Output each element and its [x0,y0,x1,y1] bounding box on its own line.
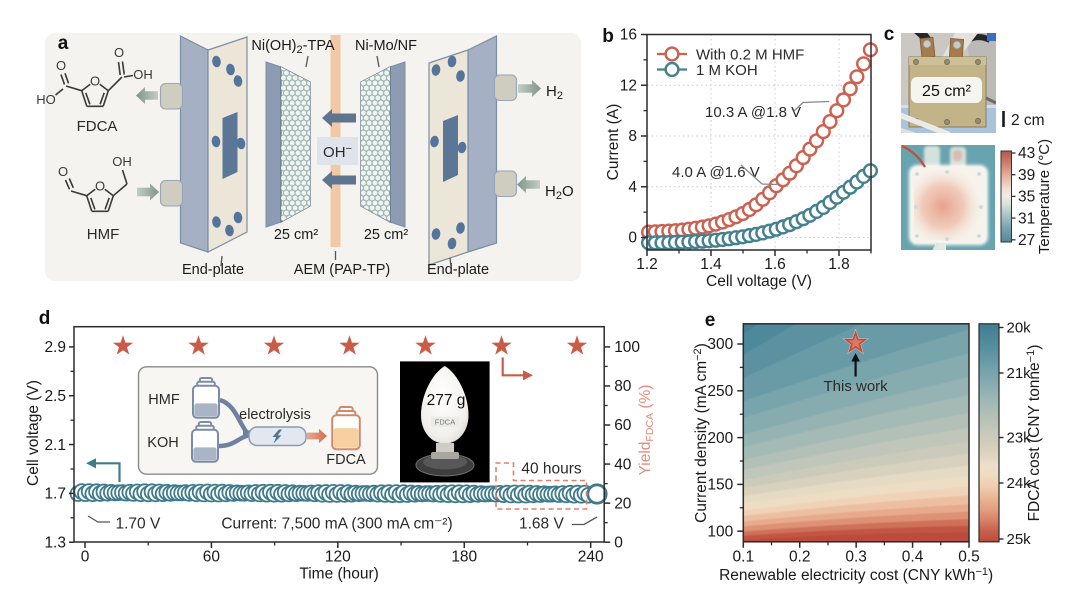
svg-text:1.6: 1.6 [764,256,786,273]
svg-text:O: O [95,179,105,194]
svg-text:24k: 24k [1007,475,1032,492]
svg-text:25 cm²: 25 cm² [274,227,318,243]
svg-text:FDCA cost (CNY tonne−1): FDCA cost (CNY tonne−1) [1025,345,1043,522]
svg-text:OH: OH [133,67,153,82]
svg-text:25k: 25k [1007,531,1032,548]
svg-text:End-plate: End-plate [182,262,244,278]
svg-text:Cell voltage (V): Cell voltage (V) [25,380,42,486]
svg-text:0.2: 0.2 [789,548,811,565]
svg-text:FDCA: FDCA [77,118,118,135]
svg-text:FDCA: FDCA [435,418,455,427]
svg-text:d: d [39,308,51,329]
svg-text:16: 16 [620,27,637,44]
svg-text:OH: OH [112,154,132,169]
svg-text:277 g: 277 g [427,392,466,409]
svg-text:35: 35 [1018,189,1035,206]
svg-text:0.1: 0.1 [733,548,755,565]
svg-text:4: 4 [628,179,637,196]
svg-text:YieldFDCA (%): YieldFDCA (%) [637,385,656,476]
svg-text:Ni(OH)2-TPA: Ni(OH)2-TPA [251,38,335,56]
svg-text:H2O: H2O [545,183,574,202]
svg-text:0: 0 [614,534,623,551]
svg-text:O: O [114,45,124,60]
svg-text:180: 180 [451,549,477,566]
svg-text:O: O [90,74,100,89]
svg-text:20k: 20k [1007,320,1032,337]
svg-text:2.5: 2.5 [44,388,66,405]
svg-text:1.68 V: 1.68 V [519,516,564,533]
svg-text:300: 300 [707,336,733,353]
svg-text:Current (A): Current (A) [605,104,622,181]
svg-text:31: 31 [1018,210,1035,227]
svg-text:240: 240 [578,549,604,566]
svg-text:O: O [58,164,68,179]
svg-text:c: c [884,24,895,45]
svg-text:1.3: 1.3 [44,534,66,551]
svg-text:60: 60 [614,417,632,434]
svg-text:2.9: 2.9 [44,339,66,356]
svg-text:HO: HO [36,92,56,107]
svg-text:2 cm: 2 cm [1011,112,1045,129]
svg-text:1.4: 1.4 [700,256,722,273]
svg-text:Time (hour): Time (hour) [299,566,379,583]
svg-text:0.4: 0.4 [902,548,924,565]
svg-text:43: 43 [1018,145,1035,162]
svg-text:23k: 23k [1007,430,1032,447]
svg-text:21k: 21k [1007,365,1032,382]
svg-text:250: 250 [707,383,733,400]
svg-text:HMF: HMF [148,392,180,408]
svg-text:25 cm²: 25 cm² [364,227,408,243]
svg-text:a: a [58,33,69,54]
svg-text:200: 200 [707,430,733,447]
svg-text:60: 60 [203,549,221,566]
svg-text:0.3: 0.3 [845,548,867,565]
svg-text:Ni-Mo/NF: Ni-Mo/NF [355,38,417,54]
svg-text:1 M KOH: 1 M KOH [696,62,758,79]
svg-text:HMF: HMF [87,226,120,243]
svg-text:40 hours: 40 hours [521,461,582,478]
svg-text:Cell voltage (V): Cell voltage (V) [706,273,812,290]
svg-text:OH−: OH− [323,143,352,161]
svg-text:0: 0 [81,549,90,566]
svg-text:40: 40 [614,456,632,473]
svg-text:This work: This work [824,378,889,395]
svg-text:39: 39 [1018,167,1035,184]
svg-text:10.3 A @1.8 V: 10.3 A @1.8 V [705,104,801,121]
svg-text:Current: 7,500 mA (300 mA cm⁻: Current: 7,500 mA (300 mA cm⁻²) [221,516,452,533]
svg-text:27: 27 [1018,232,1035,249]
svg-text:Renewable electricity cost (CN: Renewable electricity cost (CNY kWh−1) [719,566,993,584]
svg-text:100: 100 [707,523,733,540]
svg-text:KOH: KOH [147,435,178,451]
svg-text:1.8: 1.8 [828,256,850,273]
svg-text:O: O [56,58,66,73]
svg-text:AEM (PAP-TP): AEM (PAP-TP) [294,262,390,278]
svg-text:1.70 V: 1.70 V [116,516,161,533]
svg-text:150: 150 [707,477,733,494]
svg-text:4.0 A @1.6 V: 4.0 A @1.6 V [672,164,760,181]
svg-text:0.5: 0.5 [958,548,980,565]
svg-text:e: e [705,310,716,331]
svg-text:End-plate: End-plate [427,262,489,278]
svg-text:2.1: 2.1 [44,437,66,454]
svg-text:FDCA: FDCA [326,452,366,468]
svg-text:100: 100 [614,339,640,356]
svg-text:12: 12 [620,77,637,94]
svg-text:25 cm²: 25 cm² [922,83,972,100]
svg-text:electrolysis: electrolysis [239,407,311,423]
svg-text:Temperature (°C): Temperature (°C) [1036,139,1053,254]
svg-text:With 0.2 M HMF: With 0.2 M HMF [696,47,804,64]
svg-text:120: 120 [325,549,351,566]
svg-text:1.7: 1.7 [44,486,66,503]
svg-text:1.2: 1.2 [636,256,658,273]
svg-text:b: b [602,26,614,47]
svg-text:20: 20 [614,495,632,512]
svg-text:8: 8 [628,128,637,145]
svg-text:Current density (mA cm−2): Current density (mA cm−2) [692,343,710,523]
svg-text:0: 0 [628,230,637,247]
svg-text:80: 80 [614,378,632,395]
